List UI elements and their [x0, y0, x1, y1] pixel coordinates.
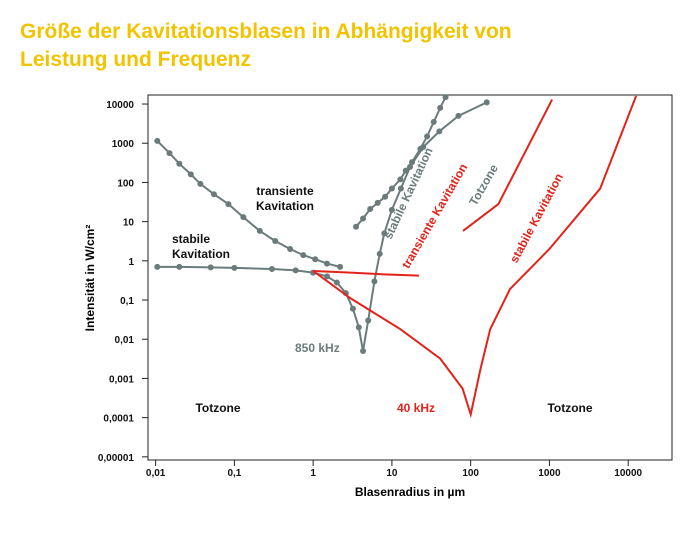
series-point — [483, 99, 490, 106]
y-tick-label: 0,0001 — [103, 414, 134, 425]
series-point — [240, 214, 247, 221]
series-point — [355, 324, 362, 331]
annotation: Kavitation — [256, 199, 314, 213]
y-axis-label: Intensität in W/cm² — [83, 225, 97, 332]
plot-frame — [147, 94, 673, 461]
series-point — [436, 128, 443, 135]
series-point — [187, 171, 194, 178]
series-point — [376, 250, 383, 257]
series-point — [371, 278, 378, 285]
series-point — [381, 230, 388, 237]
annotation: stabile Kavitation — [507, 171, 566, 265]
series-point — [231, 264, 238, 271]
series-point — [365, 317, 372, 324]
series-point — [197, 180, 204, 187]
series-point — [337, 263, 344, 270]
series-point — [382, 193, 389, 200]
series-point — [353, 223, 360, 230]
series-point — [388, 206, 395, 213]
y-tick-label: 10 — [123, 218, 135, 229]
y-tick-label: 0,1 — [120, 296, 134, 307]
series-point — [210, 191, 217, 198]
chart-title: Größe der Kavitationsblasen in Abhängigk… — [20, 20, 512, 43]
series-point — [437, 104, 444, 111]
y-tick-label: 0,001 — [109, 374, 134, 385]
series-point — [324, 273, 331, 280]
y-tick-label: 10000 — [106, 100, 134, 111]
y-tick-label: 0,00001 — [98, 453, 135, 464]
series-point — [417, 145, 424, 152]
annotation: transiente — [256, 184, 314, 198]
y-tick-label: 0,01 — [115, 335, 135, 346]
series-point — [360, 215, 367, 222]
series-line — [313, 270, 419, 277]
annotation: stabile — [172, 232, 210, 246]
series-point — [256, 227, 263, 234]
series-point — [349, 305, 356, 312]
x-tick-label: 10 — [386, 468, 398, 479]
series-point — [176, 263, 183, 270]
series-point — [333, 279, 340, 286]
x-tick-label: 1 — [310, 468, 316, 479]
annotation: Kavitation — [172, 247, 230, 261]
series-line — [157, 101, 488, 352]
series-point — [207, 264, 214, 271]
y-tick-label: 1000 — [112, 139, 135, 150]
annotation: Totzone — [466, 162, 501, 208]
series-point — [176, 160, 183, 167]
x-tick-label: 0,1 — [227, 468, 241, 479]
x-axis-label: Blasenradius in µm — [355, 485, 465, 499]
annotation: Totzone — [547, 401, 592, 415]
series-point — [324, 260, 331, 267]
series-point — [272, 238, 279, 245]
series-point — [166, 150, 173, 157]
series-point — [225, 201, 232, 208]
series-point — [287, 246, 294, 253]
series-point — [397, 185, 404, 192]
series-point — [300, 252, 307, 259]
x-tick-label: 0,01 — [146, 468, 166, 479]
x-tick-label: 1000 — [538, 468, 561, 479]
series-point — [442, 94, 449, 101]
series-point — [360, 348, 367, 355]
series-point — [455, 112, 462, 119]
x-tick-label: 100 — [462, 468, 479, 479]
series-point — [402, 167, 409, 174]
series-point — [268, 265, 275, 272]
y-tick-label: 1 — [128, 257, 134, 268]
series-point — [424, 133, 431, 140]
chart-subtitle: Leistung und Frequenz — [20, 48, 251, 71]
series-point — [374, 199, 381, 206]
series-point — [409, 159, 416, 166]
series-point — [292, 267, 299, 274]
x-tick-label: 10000 — [614, 468, 642, 479]
annotation: 40 kHz — [397, 401, 435, 415]
annotation: 850 kHz — [295, 341, 340, 355]
series-line — [462, 99, 553, 232]
series-point — [397, 176, 404, 183]
annotation: Totzone — [195, 401, 240, 415]
series-point — [388, 185, 395, 192]
series-point — [154, 263, 161, 270]
series-point — [430, 118, 437, 125]
series-line — [312, 95, 638, 419]
series-point — [367, 206, 374, 213]
series-point — [154, 137, 161, 144]
series-point — [312, 256, 319, 263]
y-tick-label: 100 — [117, 178, 134, 189]
